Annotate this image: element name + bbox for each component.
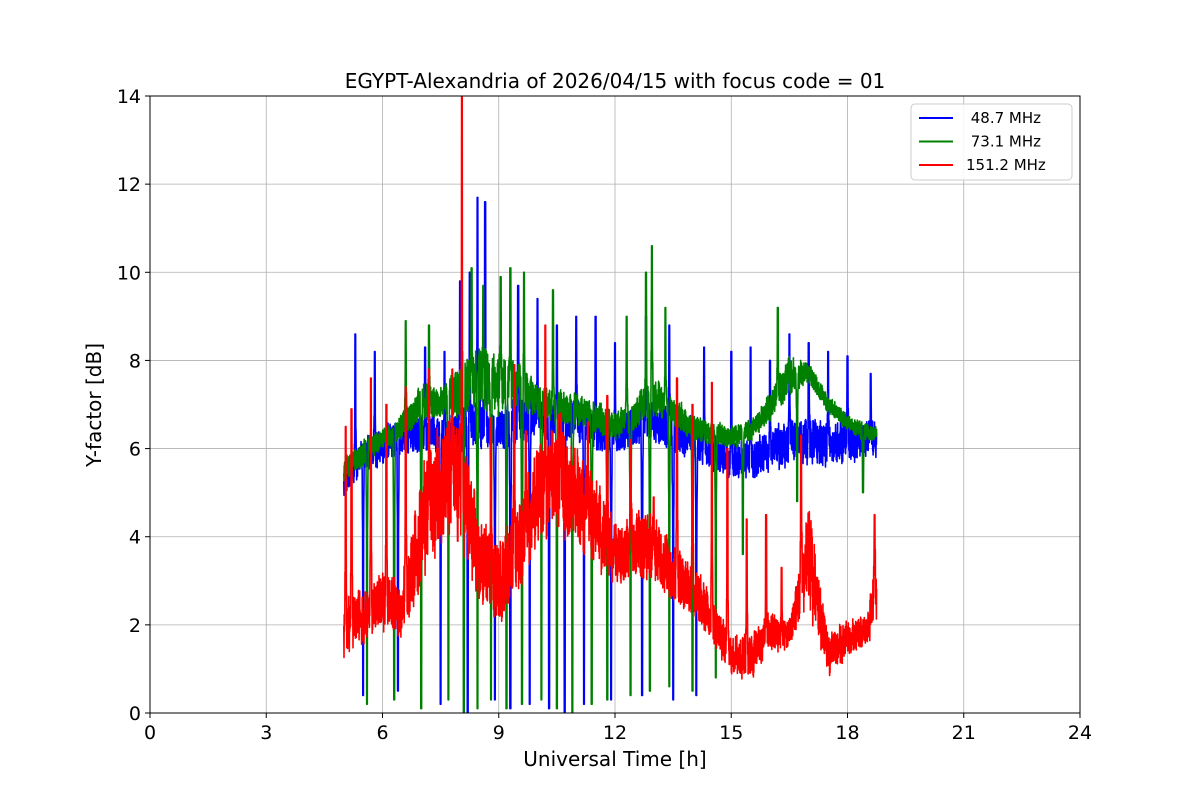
series-layer <box>343 96 878 713</box>
legend-box <box>910 103 1073 181</box>
legend-label-2: 151.2 MHz <box>966 156 1046 174</box>
x-tick-label: 24 <box>1068 722 1092 744</box>
y-tick-label: 2 <box>129 615 141 637</box>
legend-label-1: 73.1 MHz <box>966 133 1041 151</box>
x-tick-label: 15 <box>719 722 743 744</box>
x-tick-label: 21 <box>952 722 976 744</box>
chart-title: EGYPT-Alexandria of 2026/04/15 with focu… <box>345 69 886 93</box>
series-line-2 <box>343 96 878 680</box>
series-line-0 <box>343 196 878 713</box>
x-tick-label: 6 <box>376 722 388 744</box>
y-tick-label: 0 <box>129 703 141 725</box>
legend-label-0: 48.7 MHz <box>966 109 1041 127</box>
y-tick-label: 10 <box>117 262 141 284</box>
x-tick-label: 3 <box>260 722 272 744</box>
y-tick-label: 14 <box>117 86 141 108</box>
x-tick-label: 9 <box>493 722 505 744</box>
x-tick-label: 0 <box>144 722 156 744</box>
y-axis-label: Y-factor [dB] <box>82 343 106 468</box>
y-tick-label: 4 <box>129 527 141 549</box>
x-tick-label: 12 <box>603 722 627 744</box>
y-tick-label: 12 <box>117 174 141 196</box>
y-tick-label: 6 <box>129 439 141 461</box>
x-axis-label: Universal Time [h] <box>523 747 706 771</box>
x-tick-label: 18 <box>835 722 859 744</box>
y-tick-label: 8 <box>129 350 141 372</box>
legend: 48.7 MHz 73.1 MHz 151.2 MHz <box>910 103 1073 181</box>
series-line-1 <box>343 245 878 713</box>
